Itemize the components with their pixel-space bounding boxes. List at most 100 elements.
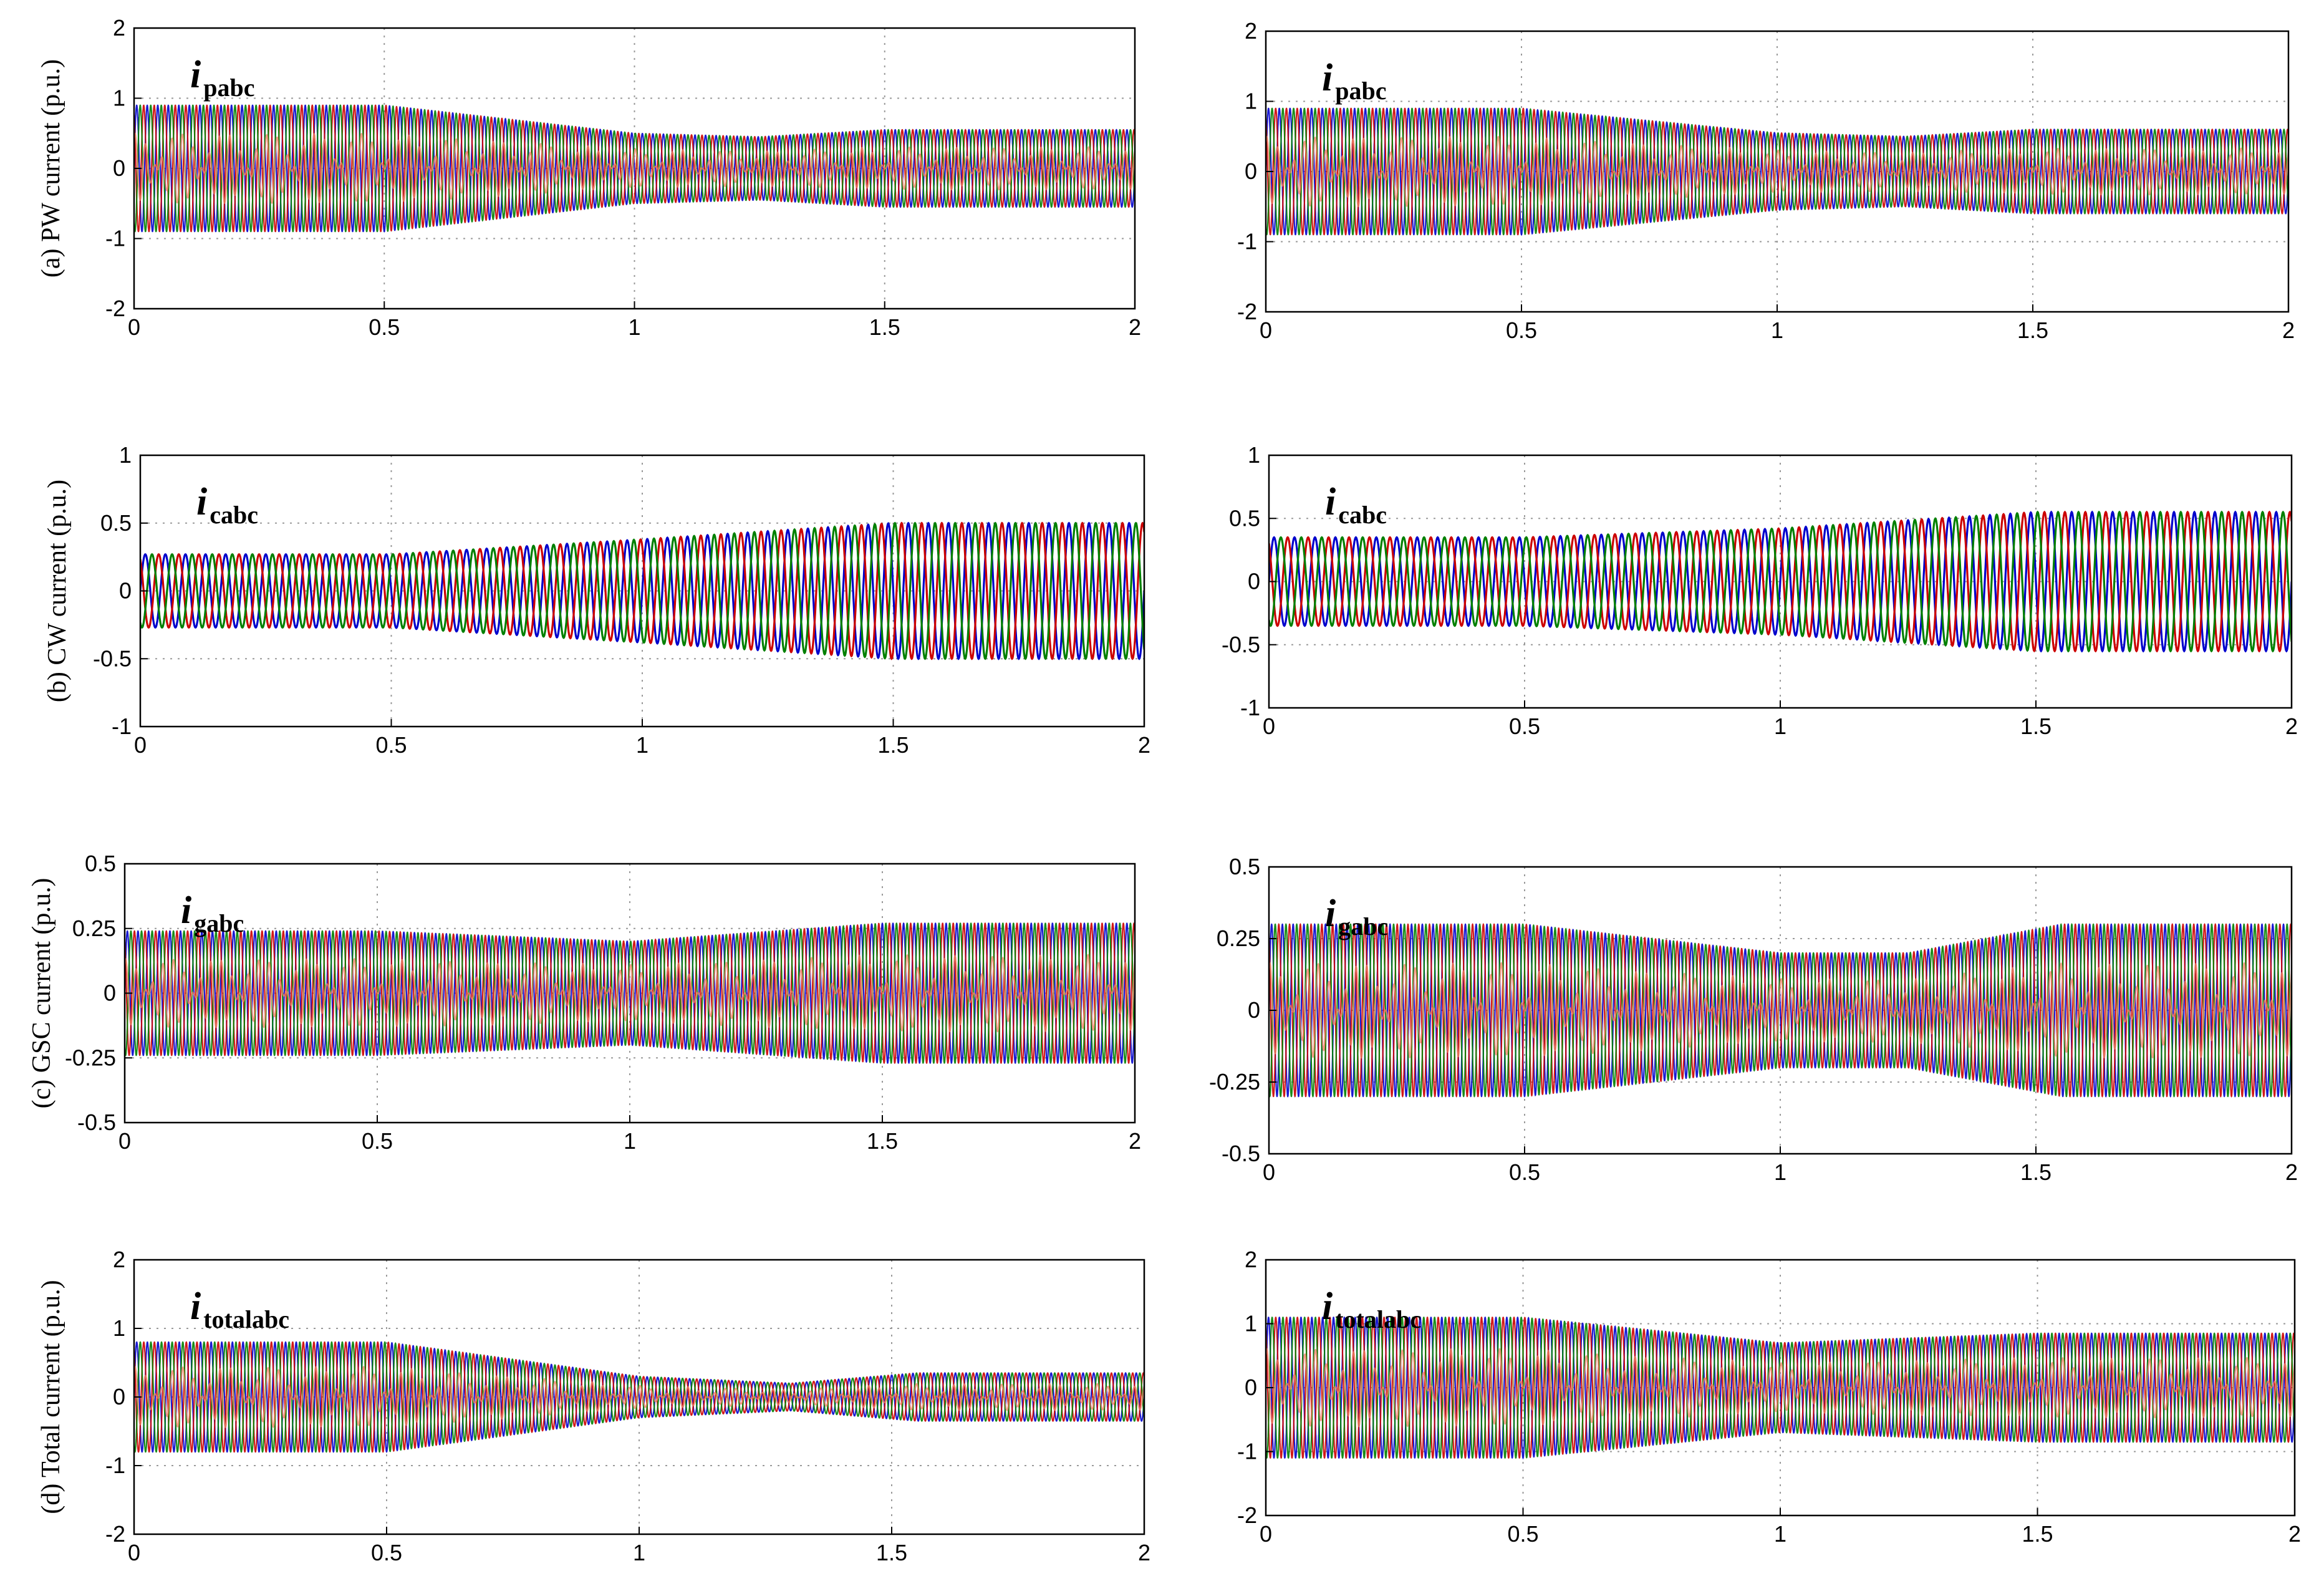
signal-symbol: i xyxy=(1325,892,1336,935)
subplot-3: 0 0.5 1 1.5 2-1-0.500.51(b) CW current (p.u.… xyxy=(43,442,1150,758)
y-tick-label: 2 xyxy=(1245,18,1257,44)
y-tick-label: 1 xyxy=(1248,442,1260,468)
x-tick-label: 0 xyxy=(1263,1159,1275,1185)
x-tick-label: 1.5 xyxy=(2020,713,2052,739)
x-tick-label: 0 xyxy=(1260,317,1272,343)
y-tick-label: -0.5 xyxy=(1222,1141,1260,1166)
y-tick-label: -1 xyxy=(112,713,132,739)
x-tick-label: 0.5 xyxy=(1509,1159,1540,1185)
x-tick-label: 2 xyxy=(1138,1540,1150,1565)
x-tick-label: 2 xyxy=(2282,317,2295,343)
y-tick-label: 1 xyxy=(113,85,125,111)
y-axis-label: (a) PW current (p.u.) xyxy=(37,59,65,278)
y-tick-label: -1 xyxy=(1237,1439,1257,1464)
x-tick-label: 0 xyxy=(128,314,140,340)
x-tick-label: 1 xyxy=(1774,713,1786,739)
signal-symbol: i xyxy=(190,54,201,96)
x-tick-label: 0 xyxy=(1260,1521,1272,1547)
y-tick-label: -1 xyxy=(1240,695,1260,720)
signal-symbol: i xyxy=(181,889,191,932)
y-tick-label: 1 xyxy=(1245,1311,1257,1337)
y-tick-label: 1 xyxy=(1245,89,1257,114)
x-tick-label: 0 xyxy=(128,1540,140,1565)
y-tick-label: -1 xyxy=(105,226,125,251)
signal-subscript: gabc xyxy=(1338,912,1388,940)
x-tick-label: 1.5 xyxy=(877,732,909,758)
x-tick-label: 1 xyxy=(636,732,649,758)
y-tick-label: 0 xyxy=(113,155,125,181)
signal-subscript: cabc xyxy=(1338,501,1387,529)
signal-symbol: i xyxy=(1322,57,1333,99)
signal-subscript: pabc xyxy=(203,74,254,102)
x-tick-label: 0.5 xyxy=(1509,713,1540,739)
x-tick-label: 1.5 xyxy=(867,1128,898,1154)
y-tick-label: 0 xyxy=(104,980,116,1006)
x-tick-label: 1 xyxy=(633,1540,645,1565)
x-tick-label: 0 xyxy=(1263,713,1275,739)
x-tick-label: 0.5 xyxy=(1506,317,1537,343)
y-tick-label: 0 xyxy=(1248,997,1260,1023)
signal-subscript: pabc xyxy=(1335,77,1386,105)
x-tick-label: 1.5 xyxy=(2022,1521,2053,1547)
y-tick-label: -0.5 xyxy=(77,1109,116,1135)
x-tick-label: 2 xyxy=(1129,314,1141,340)
x-tick-label: 1 xyxy=(628,314,640,340)
y-tick-label: -2 xyxy=(1237,1502,1257,1528)
y-tick-label: -0.5 xyxy=(93,645,132,671)
y-tick-label: 2 xyxy=(113,15,125,41)
signal-subscript: cabc xyxy=(210,501,258,529)
y-tick-label: 0.25 xyxy=(1217,926,1260,951)
y-tick-label: -2 xyxy=(105,1521,125,1547)
y-axis-label: (d) Total current (p.u.) xyxy=(37,1280,65,1514)
signal-subscript: totalabc xyxy=(203,1305,289,1333)
x-tick-label: 1 xyxy=(1774,1159,1786,1185)
y-tick-label: -0.5 xyxy=(1222,632,1260,657)
y-tick-label: 0 xyxy=(113,1384,125,1409)
signal-symbol: i xyxy=(190,1285,201,1328)
subplot-8: 0 0.5 1 1.5 2 -2 -1 0 1 2 i totalabc xyxy=(1237,1247,2301,1547)
x-tick-label: 2 xyxy=(2285,713,2298,739)
signal-symbol: i xyxy=(196,481,207,523)
subplot-4: 0 0.5 1 1.5 2-1-0.500.51i cabc xyxy=(1222,442,2298,739)
signal-symbol: i xyxy=(1322,1285,1333,1328)
y-tick-label: 2 xyxy=(1245,1247,1257,1272)
x-tick-label: 0.5 xyxy=(375,732,407,758)
y-tick-label: -1 xyxy=(1237,229,1257,254)
y-tick-label: 0 xyxy=(1245,1375,1257,1400)
x-tick-label: 1.5 xyxy=(2020,1159,2052,1185)
x-tick-label: 0 xyxy=(134,732,147,758)
x-tick-label: 0.5 xyxy=(362,1128,393,1154)
y-tick-label: -1 xyxy=(105,1453,125,1478)
y-tick-label: 0.25 xyxy=(72,916,116,941)
x-tick-label: 1.5 xyxy=(869,314,900,340)
y-tick-label: 1 xyxy=(113,1315,125,1341)
x-tick-label: 2 xyxy=(1138,732,1150,758)
y-tick-label: -0.25 xyxy=(65,1045,116,1070)
x-tick-label: 2 xyxy=(1129,1128,1141,1154)
x-tick-label: 2 xyxy=(2285,1159,2298,1185)
y-tick-label: 0.5 xyxy=(85,851,116,876)
y-axis-label: (c) GSC current (p.u.) xyxy=(27,878,56,1109)
x-tick-label: 1 xyxy=(1774,1521,1786,1547)
x-tick-label: 1 xyxy=(1771,317,1783,343)
y-tick-label: 0 xyxy=(119,578,132,604)
x-tick-label: 0.5 xyxy=(369,314,400,340)
signal-subscript: totalabc xyxy=(1335,1305,1421,1333)
signal-symbol: i xyxy=(1325,481,1336,523)
y-tick-label: 0.5 xyxy=(1229,854,1260,879)
y-tick-label: 2 xyxy=(113,1247,125,1272)
x-tick-label: 0.5 xyxy=(1507,1521,1538,1547)
y-tick-label: 1 xyxy=(119,442,132,468)
y-tick-label: 0 xyxy=(1245,158,1257,184)
x-tick-label: 0 xyxy=(118,1128,131,1154)
x-tick-label: 1.5 xyxy=(2017,317,2048,343)
x-tick-label: 1.5 xyxy=(876,1540,907,1565)
y-tick-label: 0.5 xyxy=(100,510,132,536)
x-tick-label: 2 xyxy=(2288,1521,2301,1547)
y-tick-label: 0.5 xyxy=(1229,505,1260,531)
